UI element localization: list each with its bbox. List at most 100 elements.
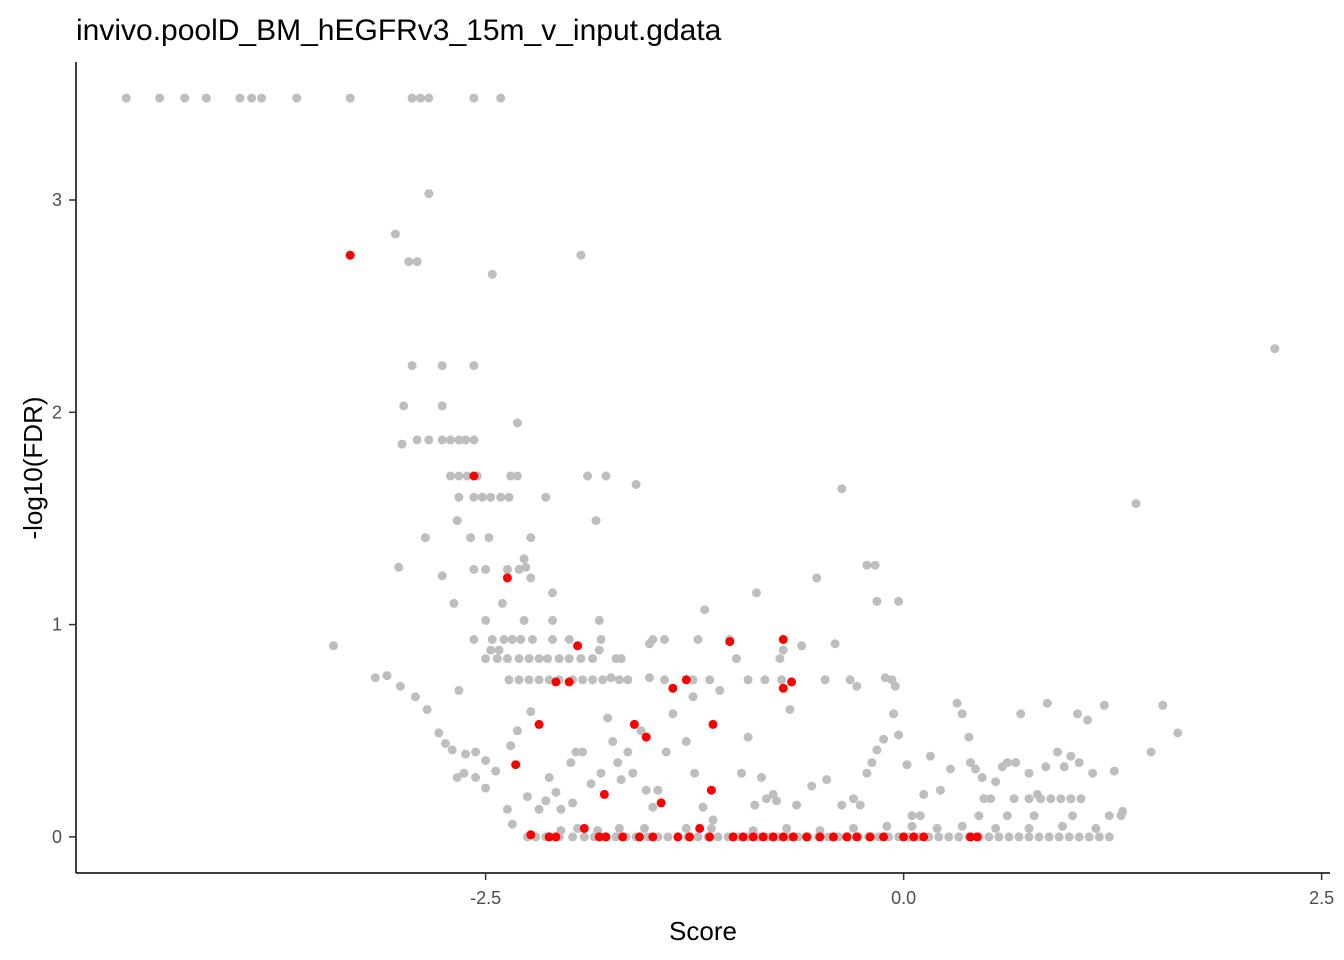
data-point	[820, 675, 830, 685]
data-point	[668, 709, 678, 719]
data-point	[628, 768, 638, 778]
data-point	[894, 596, 904, 606]
data-point	[837, 800, 847, 810]
data-point	[705, 832, 715, 842]
data-point	[548, 635, 557, 644]
data-point	[512, 726, 522, 736]
data-point	[1074, 832, 1084, 842]
data-point	[1056, 794, 1066, 804]
data-point	[345, 93, 355, 103]
data-point	[496, 492, 506, 502]
x-axis-ticks: -2.5 0.0 2.5	[470, 873, 1334, 908]
data-point	[422, 705, 432, 714]
data-point	[477, 492, 487, 502]
data-point	[452, 773, 462, 782]
data-point	[611, 832, 621, 842]
data-point	[257, 93, 267, 103]
data-point	[641, 785, 651, 795]
data-point	[837, 484, 847, 494]
data-point	[822, 775, 832, 785]
data-point	[698, 802, 708, 812]
data-point	[966, 758, 975, 768]
data-point	[631, 480, 641, 489]
data-point	[201, 93, 211, 103]
data-point	[548, 615, 557, 625]
data-point	[894, 730, 904, 740]
data-point	[1024, 832, 1034, 842]
data-point	[481, 654, 491, 664]
data-point	[583, 471, 593, 481]
data-point	[598, 675, 608, 685]
data-point	[830, 639, 840, 649]
data-point	[648, 832, 658, 842]
data-point	[586, 779, 596, 789]
data-point	[957, 821, 967, 831]
data-point	[706, 823, 716, 833]
data-point	[544, 773, 554, 782]
data-point	[629, 719, 639, 729]
data-point	[772, 796, 782, 806]
data-point	[971, 764, 980, 774]
data-point	[889, 709, 899, 719]
data-point	[760, 675, 770, 685]
data-point	[919, 832, 929, 842]
data-point	[579, 823, 589, 833]
data-point	[758, 832, 768, 842]
data-point	[681, 823, 691, 833]
data-point	[902, 760, 912, 770]
data-point	[507, 635, 517, 644]
data-point	[812, 573, 822, 583]
data-point	[1104, 832, 1114, 842]
data-point	[748, 826, 758, 835]
data-point	[534, 675, 544, 685]
data-point	[899, 832, 909, 842]
data-point	[424, 93, 434, 103]
data-point	[946, 764, 955, 774]
data-point	[497, 598, 507, 608]
data-point	[792, 800, 802, 810]
data-point	[548, 588, 557, 598]
data-point	[469, 93, 479, 103]
data-point	[415, 93, 425, 103]
data-point	[528, 635, 537, 644]
data-point	[1131, 499, 1141, 509]
data-point	[499, 635, 509, 644]
data-point	[994, 832, 1004, 842]
data-point	[481, 756, 491, 765]
data-point	[865, 832, 875, 842]
data-point	[551, 677, 561, 687]
data-point	[867, 758, 877, 768]
data-point	[541, 492, 551, 502]
data-point	[481, 564, 491, 574]
data-point	[1099, 700, 1109, 710]
data-point	[441, 739, 450, 748]
data-point	[1044, 832, 1054, 842]
data-point	[576, 250, 586, 260]
data-point	[690, 768, 700, 778]
data-point	[778, 645, 788, 655]
data-point	[512, 471, 522, 481]
data-point	[681, 675, 691, 685]
data-point	[743, 675, 753, 685]
data-point	[594, 645, 604, 655]
data-point	[534, 654, 544, 664]
data-point	[1011, 758, 1021, 768]
data-point	[412, 435, 422, 445]
data-point	[915, 811, 925, 821]
data-point	[512, 418, 522, 428]
data-point	[514, 675, 524, 685]
data-point	[668, 683, 678, 693]
data-point	[1034, 832, 1044, 842]
data-point	[870, 560, 880, 570]
data-point	[180, 93, 190, 103]
data-point	[469, 435, 479, 445]
data-point	[777, 675, 787, 685]
data-point	[568, 798, 578, 808]
data-point	[728, 832, 738, 842]
data-point	[919, 789, 929, 799]
data-point	[1066, 794, 1076, 804]
data-point	[681, 736, 691, 746]
data-point	[519, 554, 529, 564]
data-point	[564, 654, 574, 664]
data-point	[778, 832, 788, 842]
